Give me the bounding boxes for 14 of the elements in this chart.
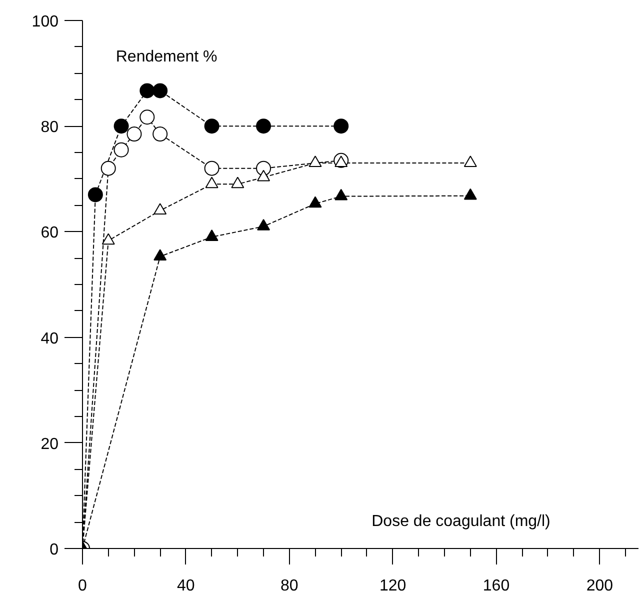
y-tick-label: 60	[40, 224, 59, 242]
x-tick-label: 80	[280, 578, 298, 594]
y-tick-label: 100	[32, 14, 59, 30]
y-tick-label: 20	[40, 436, 59, 453]
y-tick-label: 80	[40, 119, 59, 136]
x-tick-label: 200	[586, 578, 614, 594]
x-axis-title: Dose de coagulant (mg/l)	[372, 513, 550, 530]
x-tick-label: 0	[78, 578, 88, 594]
x-tick-label: 120	[379, 578, 406, 594]
y-tick-label: 40	[40, 330, 59, 348]
x-tick-label: 40	[177, 578, 195, 594]
y-tick-label: 0	[50, 542, 59, 558]
x-tick-label: 160	[482, 578, 510, 594]
y-axis-title: Rendement %	[116, 48, 218, 66]
